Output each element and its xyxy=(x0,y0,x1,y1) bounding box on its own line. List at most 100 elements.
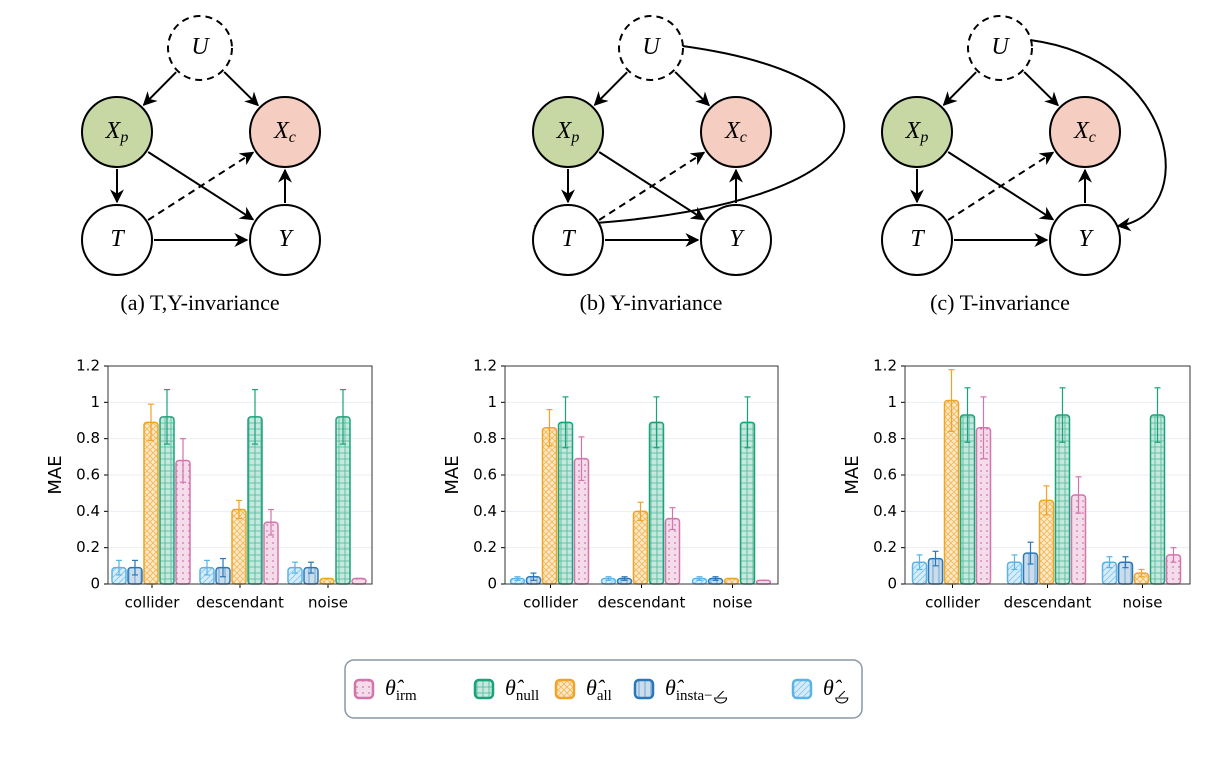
node-label-main: X xyxy=(273,118,290,144)
node xyxy=(249,204,321,276)
node-label-main: T xyxy=(910,226,925,252)
node-label: Xp xyxy=(905,118,929,146)
node xyxy=(167,15,233,81)
y-tick-label: 0.2 xyxy=(873,538,897,556)
bar xyxy=(541,427,558,585)
node xyxy=(881,204,953,276)
y-tick-label: 0 xyxy=(90,575,100,593)
y-tick-label: 1.2 xyxy=(873,357,897,375)
y-axis-label: MAE xyxy=(45,455,66,494)
edge xyxy=(1023,71,1059,107)
edge xyxy=(674,71,710,107)
node-label-main: Y xyxy=(1078,226,1094,252)
node-label-sub: p xyxy=(919,129,928,146)
bar xyxy=(632,510,649,585)
edge xyxy=(223,71,259,107)
node-label-main: X xyxy=(556,118,573,144)
node-label: Xc xyxy=(724,118,747,146)
x-tick-label: collider xyxy=(523,594,579,612)
node-label-main: T xyxy=(561,226,576,252)
x-tick-label: noise xyxy=(308,594,348,612)
y-tick-label: 0.6 xyxy=(473,466,497,484)
node-label-sub: c xyxy=(289,129,296,146)
node-label-main: Y xyxy=(729,226,745,252)
node-label: Xp xyxy=(556,118,580,146)
node xyxy=(618,15,684,81)
node-label-sub: c xyxy=(740,129,747,146)
plot-frame xyxy=(504,365,779,585)
plot-frame xyxy=(107,365,373,585)
node-label-sub: p xyxy=(119,129,128,146)
node xyxy=(532,204,604,276)
legend-swatch xyxy=(633,678,655,700)
caption: (a) T,Y-invariance xyxy=(120,290,279,315)
node xyxy=(249,96,321,168)
y-tick-label: 1 xyxy=(90,393,100,411)
node-label: Xp xyxy=(105,118,129,146)
node-label: U xyxy=(191,34,210,60)
node xyxy=(81,96,153,168)
y-tick-label: 0.6 xyxy=(76,466,100,484)
legend-box xyxy=(344,659,863,719)
node-label-main: U xyxy=(991,34,1010,60)
y-tick-label: 0.4 xyxy=(76,502,100,520)
y-tick-label: 1 xyxy=(487,393,497,411)
y-tick-label: 0 xyxy=(487,575,497,593)
y-axis-label: MAE xyxy=(442,455,463,494)
node xyxy=(532,96,604,168)
node xyxy=(700,96,772,168)
x-tick-label: collider xyxy=(125,594,181,612)
node-label-main: Y xyxy=(278,226,294,252)
node-label-sub: c xyxy=(1089,129,1096,146)
y-tick-label: 0.2 xyxy=(473,538,497,556)
edge xyxy=(593,71,628,106)
node-label-main: U xyxy=(191,34,210,60)
x-tick-label: descendant xyxy=(598,594,686,612)
x-tick-label: noise xyxy=(713,594,753,612)
node-label-main: X xyxy=(1073,118,1090,144)
bar xyxy=(351,577,367,585)
bar xyxy=(231,508,247,585)
edge xyxy=(533,39,846,233)
y-tick-label: 0.2 xyxy=(76,538,100,556)
node-label-main: X xyxy=(905,118,922,144)
node-label-main: X xyxy=(724,118,741,144)
node-label: Y xyxy=(729,226,745,252)
edge xyxy=(147,151,255,221)
y-tick-label: 0.4 xyxy=(473,502,497,520)
y-tick-label: 1.2 xyxy=(76,357,100,375)
node-label-main: U xyxy=(642,34,661,60)
node-label: U xyxy=(642,34,661,60)
legend-swatch xyxy=(791,678,813,700)
plot-frame xyxy=(904,365,1191,585)
legend-swatch xyxy=(554,678,576,700)
legend-sub: insta− xyxy=(676,688,713,704)
node-label: Y xyxy=(278,226,294,252)
legend-sub: null xyxy=(516,688,539,704)
legend-sub: irm xyxy=(396,688,417,704)
edge xyxy=(947,151,1055,221)
node-label-main: T xyxy=(110,226,125,252)
node-label: U xyxy=(991,34,1010,60)
y-tick-label: 0.8 xyxy=(473,429,497,447)
edge xyxy=(1029,39,1167,232)
node-label-sub: p xyxy=(570,129,579,146)
node-label: Y xyxy=(1078,226,1094,252)
node xyxy=(700,204,772,276)
x-tick-label: descendant xyxy=(1004,594,1092,612)
node-label-main: X xyxy=(105,118,122,144)
x-tick-label: collider xyxy=(925,594,981,612)
legend-swatch xyxy=(353,678,375,700)
y-axis-label: MAE xyxy=(842,455,863,494)
y-tick-label: 0.4 xyxy=(873,502,897,520)
y-tick-label: 0.6 xyxy=(873,466,897,484)
y-tick-label: 0.8 xyxy=(873,429,897,447)
x-tick-label: descendant xyxy=(196,594,284,612)
node xyxy=(81,204,153,276)
legend-swatch xyxy=(473,678,495,700)
caption: (b) Y-invariance xyxy=(580,290,723,315)
node-label: Xc xyxy=(273,118,296,146)
bar xyxy=(723,577,740,585)
bar xyxy=(319,577,335,585)
bowl-icon xyxy=(835,690,849,704)
